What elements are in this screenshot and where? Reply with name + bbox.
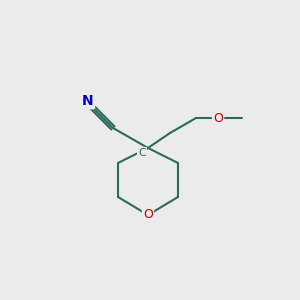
- Text: O: O: [143, 208, 153, 221]
- Text: O: O: [213, 112, 223, 124]
- Text: C: C: [138, 148, 146, 158]
- Text: N: N: [82, 94, 94, 108]
